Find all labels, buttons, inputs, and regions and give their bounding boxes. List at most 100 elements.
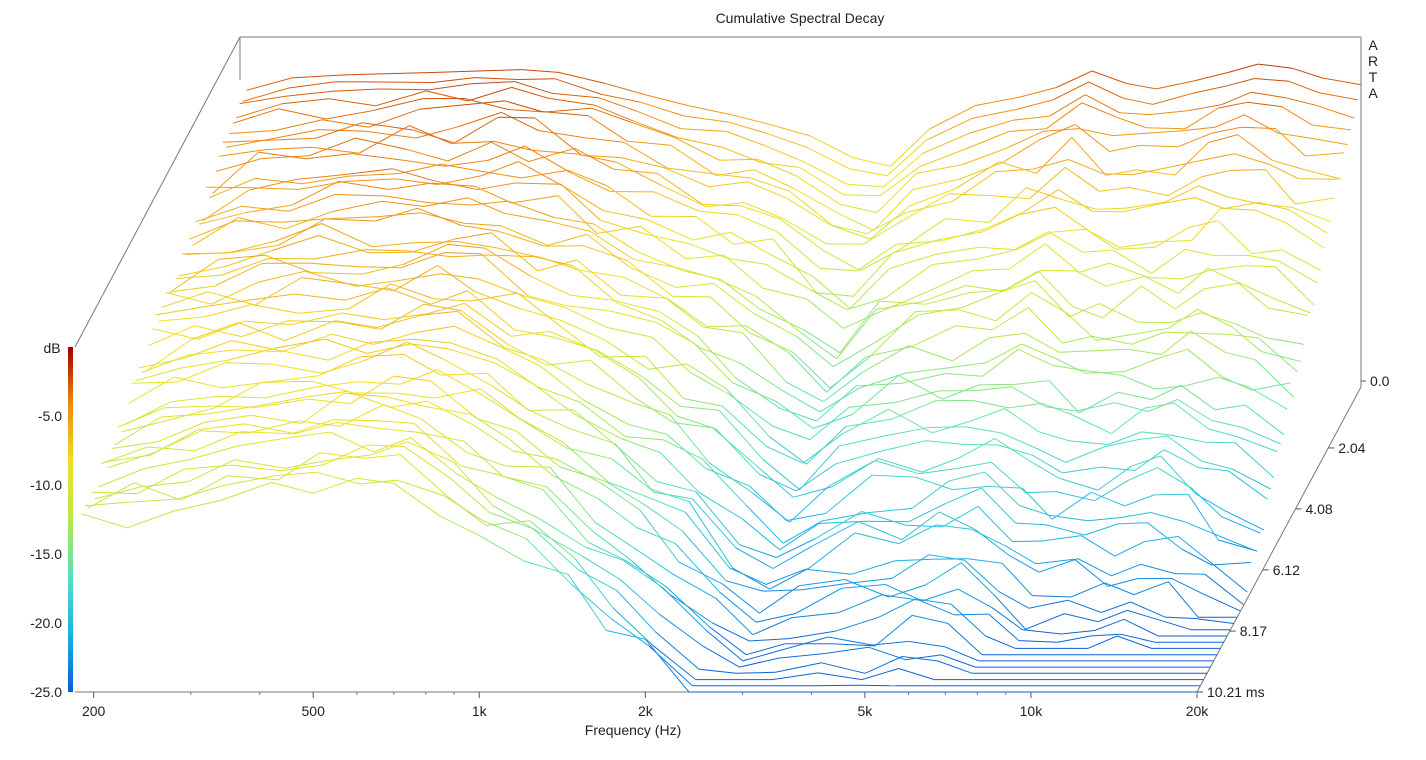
decay-slice-segment <box>783 391 820 412</box>
decay-slice-segment <box>1058 636 1092 642</box>
decay-slice-segment <box>693 232 731 240</box>
decay-slice-segment <box>530 410 574 411</box>
decay-slice-segment <box>162 292 208 308</box>
decay-slice-segment <box>176 275 222 278</box>
decay-slice-segment <box>783 521 822 543</box>
decay-slice-segment <box>1162 331 1191 355</box>
decay-slice-segment <box>595 523 633 548</box>
decay-slice-segment <box>1124 619 1158 636</box>
decay-slice-segment <box>313 478 357 493</box>
decay-slice-segment <box>637 528 676 544</box>
decay-slice-segment <box>849 403 895 408</box>
decay-slice-segment <box>1038 271 1072 306</box>
decay-slice-segment <box>1155 386 1184 389</box>
decay-slice-segment <box>465 223 502 226</box>
decay-slice-segment <box>1016 232 1052 250</box>
decay-slice-segment <box>605 83 644 94</box>
decay-slice-segment <box>85 502 131 506</box>
decay-slice-segment <box>644 94 688 105</box>
decay-slice-segment <box>471 82 515 84</box>
decay-slice-segment <box>461 225 498 231</box>
decay-slice-segment <box>549 98 595 105</box>
decay-slice-segment <box>374 332 418 344</box>
decay-slice-segment <box>230 131 276 134</box>
decay-slice-segment <box>941 655 975 667</box>
decay-slice-segment <box>292 75 339 78</box>
decay-slice-segment <box>843 409 889 434</box>
decay-slice-segment <box>981 488 1015 523</box>
decay-slice-segment <box>1208 268 1242 284</box>
decay-slice-segment <box>1118 523 1147 524</box>
decay-slice-segment <box>1146 128 1185 129</box>
decay-slice-segment <box>863 346 909 373</box>
decay-slice-segment <box>1013 232 1049 251</box>
decay-slice-segment <box>630 268 675 288</box>
decay-slice-segment <box>468 87 512 101</box>
decay-slice-segment <box>1208 561 1247 593</box>
decay-slice-segment <box>637 111 681 128</box>
decay-slice-segment <box>516 431 560 467</box>
decay-slice-segment <box>730 122 768 133</box>
decay-slice-segment <box>374 438 411 452</box>
decay-slice-segment <box>909 641 945 646</box>
decay-slice-segment <box>417 326 454 332</box>
decay-slice-segment <box>879 599 916 617</box>
decay-slice-segment <box>749 486 786 521</box>
decay-slice-segment <box>793 188 837 213</box>
decay-slice-segment <box>646 356 684 398</box>
decay-slice-segment <box>81 514 127 528</box>
decay-slice-segment <box>1003 140 1040 163</box>
decay-slice-segment <box>959 310 996 321</box>
decay-slice-segment <box>238 438 289 446</box>
decay-slice-segment <box>922 589 958 601</box>
decay-slice-segment <box>1134 582 1168 595</box>
decay-slice-segment <box>989 333 1025 338</box>
decay-slice-segment <box>1218 221 1252 254</box>
decay-slice-segment <box>972 110 1016 119</box>
decay-slice-segment <box>1255 79 1289 82</box>
decay-slice-segment <box>702 646 739 667</box>
decay-slice-segment <box>1013 116 1050 120</box>
decay-slice-segment <box>512 87 549 98</box>
decay-slice-segment <box>430 84 472 90</box>
decay-slice-segment <box>1103 174 1133 175</box>
decay-slice-segment <box>1155 228 1188 248</box>
decay-slice-segment <box>434 389 481 398</box>
decay-slice-segment <box>983 349 1019 376</box>
decay-slice-segment <box>518 293 557 323</box>
decay-slice-segment <box>350 376 394 404</box>
decay-slice-segment <box>308 399 350 404</box>
decay-slice-segment <box>1085 524 1119 535</box>
decay-slice-segment <box>1225 79 1254 87</box>
decay-slice-segment <box>699 492 743 519</box>
decay-slice-segment <box>275 472 317 475</box>
decay-slice-segment <box>1089 349 1128 351</box>
decay-slice-segment <box>1088 518 1122 521</box>
decay-slice-segment <box>404 447 451 479</box>
decay-slice-segment <box>650 489 689 502</box>
decay-slice-segment <box>265 255 312 272</box>
decay-slice-segment <box>627 141 671 145</box>
decay-slice-segment <box>1248 387 1287 409</box>
decay-slice-segment <box>496 497 540 519</box>
decay-slice-segment <box>736 672 775 673</box>
decay-slice-segment <box>999 162 1036 174</box>
decay-slice-segment <box>830 225 867 234</box>
decay-slice-segment <box>969 120 1013 133</box>
decay-slice-segment <box>409 126 451 144</box>
decay-slice-segment <box>575 558 613 608</box>
decay-slice-segment <box>233 109 279 124</box>
decay-slice-segment <box>329 217 380 219</box>
decay-slice-segment <box>271 483 313 494</box>
decay-slice-segment <box>1215 405 1245 410</box>
decay-slice-segment <box>141 482 188 487</box>
decay-slice-segment <box>642 377 680 407</box>
x-axis-label: Frequency (Hz) <box>585 722 681 738</box>
decay-slice-segment <box>687 364 726 389</box>
decay-slice-segment <box>1228 471 1267 499</box>
decay-slice-segment <box>1168 582 1198 618</box>
decay-slice-segment <box>1211 266 1245 270</box>
decay-slice-segment <box>939 232 983 240</box>
decay-slice-segment <box>986 636 1016 648</box>
decay-slice-segment <box>488 146 525 160</box>
